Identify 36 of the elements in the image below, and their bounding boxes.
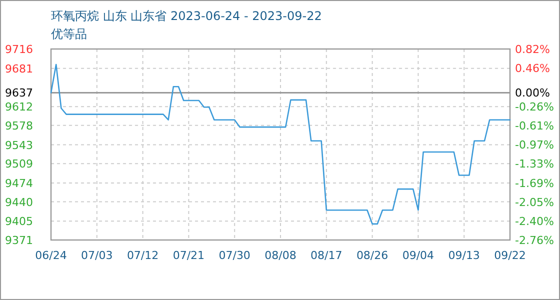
y2-tick-label: -0.61% bbox=[515, 119, 554, 132]
y-tick-label: 9371 bbox=[5, 234, 33, 247]
x-tick-label: 07/21 bbox=[172, 249, 205, 262]
x-tick-label: 08/08 bbox=[264, 249, 296, 262]
y-tick-label: 9440 bbox=[5, 196, 33, 209]
y-tick-label: 9405 bbox=[5, 215, 33, 228]
y2-tick-label: 0.46% bbox=[515, 62, 550, 76]
y2-tick-label: -2.76% bbox=[515, 234, 554, 247]
x-tick-label: 07/30 bbox=[218, 249, 250, 262]
chart-title: 环氧丙烷 山东 山东省 2023-06-24 - 2023-09-22 bbox=[51, 9, 322, 23]
x-tick-label: 09/13 bbox=[448, 249, 480, 262]
x-tick-label: 09/22 bbox=[494, 249, 526, 262]
y-tick-label: 9612 bbox=[5, 100, 33, 114]
y2-tick-label: -2.05% bbox=[515, 196, 554, 210]
y-tick-label: 9578 bbox=[5, 119, 33, 132]
y2-tick-label: -2.40% bbox=[515, 214, 554, 228]
chart-subtitle: 优等品 bbox=[51, 27, 87, 41]
y2-tick-label: -0.26% bbox=[515, 100, 554, 114]
x-tick-label: 07/12 bbox=[126, 249, 159, 262]
x-tick-label: 09/04 bbox=[402, 249, 434, 262]
y-tick-label: 9681 bbox=[5, 62, 33, 76]
y-tick-label: 9543 bbox=[5, 138, 33, 152]
y-tick-label: 9509 bbox=[5, 158, 33, 171]
y2-tick-label: -1.69% bbox=[515, 176, 554, 190]
y-tick-label: 9474 bbox=[5, 176, 33, 190]
y2-tick-label: 0.82% bbox=[515, 43, 550, 56]
x-tick-label: 08/26 bbox=[356, 249, 388, 262]
line-series bbox=[50, 64, 511, 225]
y-tick-label: 9716 bbox=[5, 43, 33, 56]
x-tick-label: 07/03 bbox=[81, 249, 113, 262]
y2-tick-label: -1.33% bbox=[515, 158, 554, 171]
x-tick-label: 08/17 bbox=[310, 249, 342, 262]
y-tick-label: 9637 bbox=[5, 86, 33, 100]
y2-tick-label: -0.97% bbox=[515, 138, 554, 152]
x-tick-label: 06/24 bbox=[35, 249, 67, 262]
y2-tick-label: 0.00% bbox=[515, 86, 550, 100]
